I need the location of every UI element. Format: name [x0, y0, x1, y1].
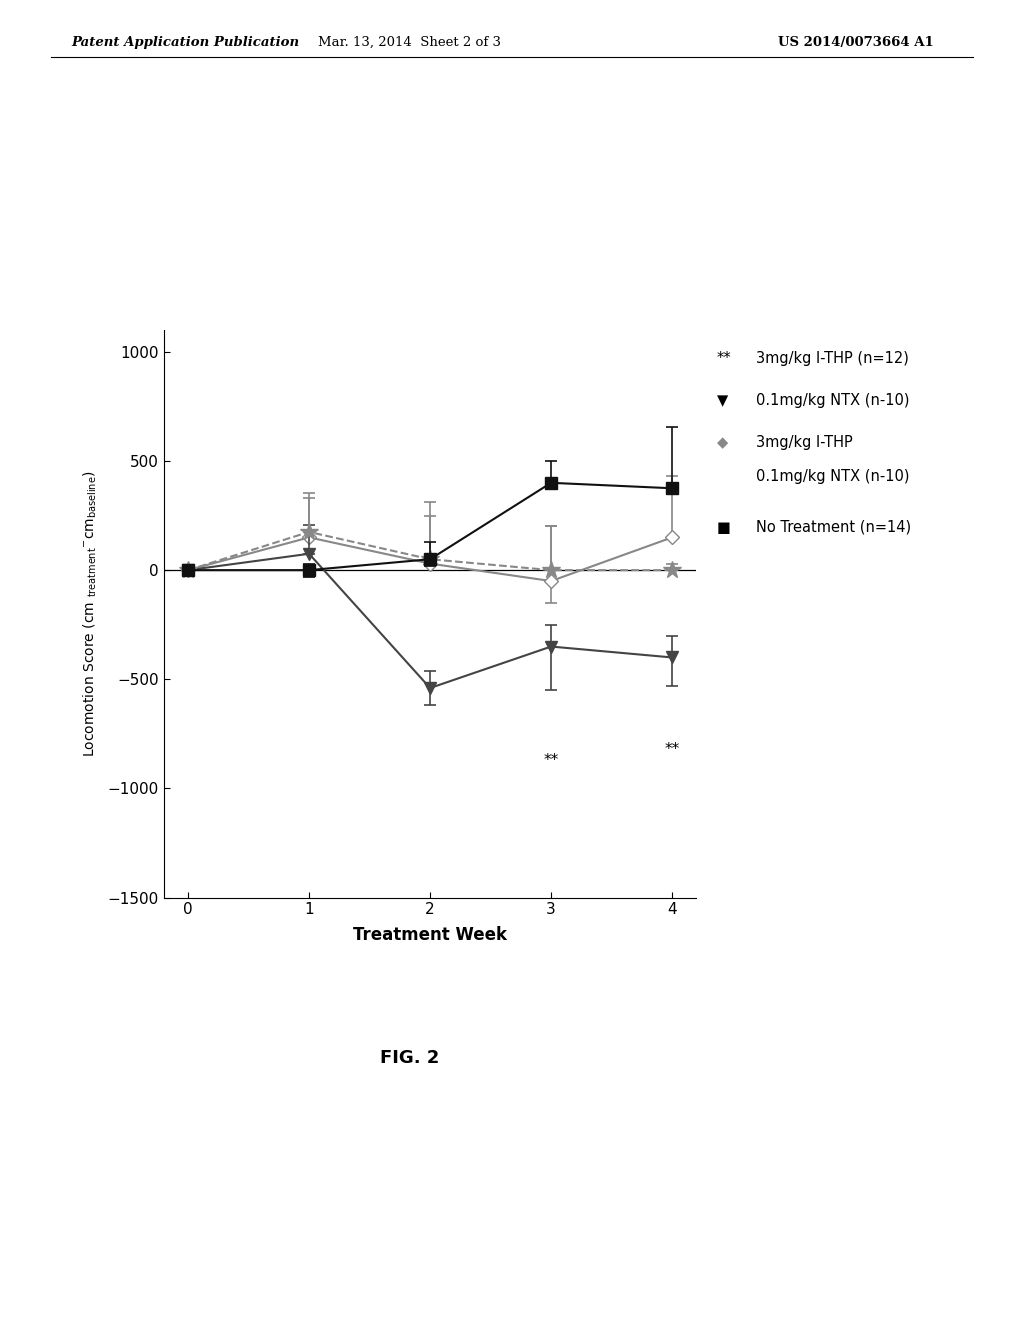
Text: 0.1mg/kg NTX (n-10): 0.1mg/kg NTX (n-10) — [756, 393, 909, 408]
Text: ■: ■ — [717, 520, 731, 535]
Text: **: ** — [717, 351, 731, 366]
Text: 3mg/kg l-THP (n=12): 3mg/kg l-THP (n=12) — [756, 351, 908, 366]
Text: **: ** — [544, 752, 559, 767]
Text: Patent Application Publication: Patent Application Publication — [72, 36, 300, 49]
Text: No Treatment (n=14): No Treatment (n=14) — [756, 520, 910, 535]
Text: ◆: ◆ — [717, 436, 728, 450]
Text: ▼: ▼ — [717, 393, 728, 408]
Text: **: ** — [665, 742, 680, 756]
Y-axis label: Locomotion Score (cm $\mathregular{_{treatment}}$$\mathregular{^{-}cm_{baseline}: Locomotion Score (cm $\mathregular{_{tre… — [82, 470, 99, 758]
Text: 3mg/kg l-THP: 3mg/kg l-THP — [756, 436, 852, 450]
Text: FIG. 2: FIG. 2 — [380, 1048, 439, 1067]
Text: Mar. 13, 2014  Sheet 2 of 3: Mar. 13, 2014 Sheet 2 of 3 — [318, 36, 501, 49]
Text: US 2014/0073664 A1: US 2014/0073664 A1 — [778, 36, 934, 49]
Text: 0.1mg/kg NTX (n-10): 0.1mg/kg NTX (n-10) — [756, 470, 909, 484]
X-axis label: Treatment Week: Treatment Week — [353, 925, 507, 944]
